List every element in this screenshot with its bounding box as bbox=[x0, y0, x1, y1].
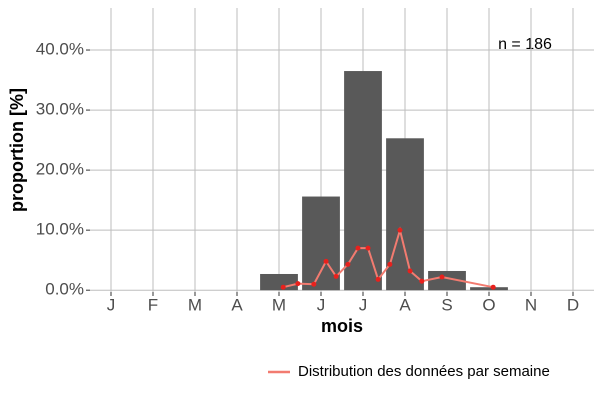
bar bbox=[260, 273, 298, 291]
y-tick-label: 30.0% bbox=[36, 100, 84, 119]
point bbox=[295, 281, 301, 287]
point bbox=[375, 276, 381, 282]
point bbox=[419, 278, 425, 284]
point bbox=[323, 258, 329, 264]
point bbox=[311, 281, 317, 287]
y-tick-label: 40.0% bbox=[36, 40, 84, 59]
point bbox=[387, 261, 393, 267]
x-tick-label: J bbox=[317, 295, 326, 314]
legend-label: Distribution des données par semaine bbox=[298, 363, 550, 380]
x-tick-label: M bbox=[272, 295, 286, 314]
point bbox=[407, 268, 413, 274]
x-tick-label: D bbox=[567, 295, 579, 314]
x-tick-label: M bbox=[188, 295, 202, 314]
x-tick-label: F bbox=[148, 295, 158, 314]
bar bbox=[470, 287, 508, 291]
x-tick-label: A bbox=[399, 295, 411, 314]
point bbox=[355, 245, 361, 251]
point bbox=[490, 284, 496, 290]
y-axis-title: proportion [%] bbox=[7, 88, 27, 212]
x-axis-title: mois bbox=[321, 316, 363, 336]
point bbox=[365, 245, 371, 251]
bar bbox=[344, 71, 382, 291]
bar bbox=[428, 270, 466, 291]
point bbox=[439, 274, 445, 280]
point bbox=[333, 273, 339, 279]
x-tick-label: O bbox=[482, 295, 495, 314]
x-tick-label: J bbox=[359, 295, 368, 314]
point bbox=[280, 284, 286, 290]
point bbox=[397, 227, 403, 233]
y-tick-label: 0.0% bbox=[45, 280, 84, 299]
y-tick-label: 20.0% bbox=[36, 160, 84, 179]
x-tick-label: S bbox=[441, 295, 452, 314]
x-tick-label: A bbox=[231, 295, 243, 314]
x-tick-label: J bbox=[107, 295, 116, 314]
bar bbox=[386, 138, 424, 291]
bar bbox=[302, 196, 340, 291]
annotation: n = 186 bbox=[498, 36, 552, 53]
y-tick-label: 10.0% bbox=[36, 220, 84, 239]
x-tick-label: N bbox=[525, 295, 537, 314]
point bbox=[345, 261, 351, 267]
